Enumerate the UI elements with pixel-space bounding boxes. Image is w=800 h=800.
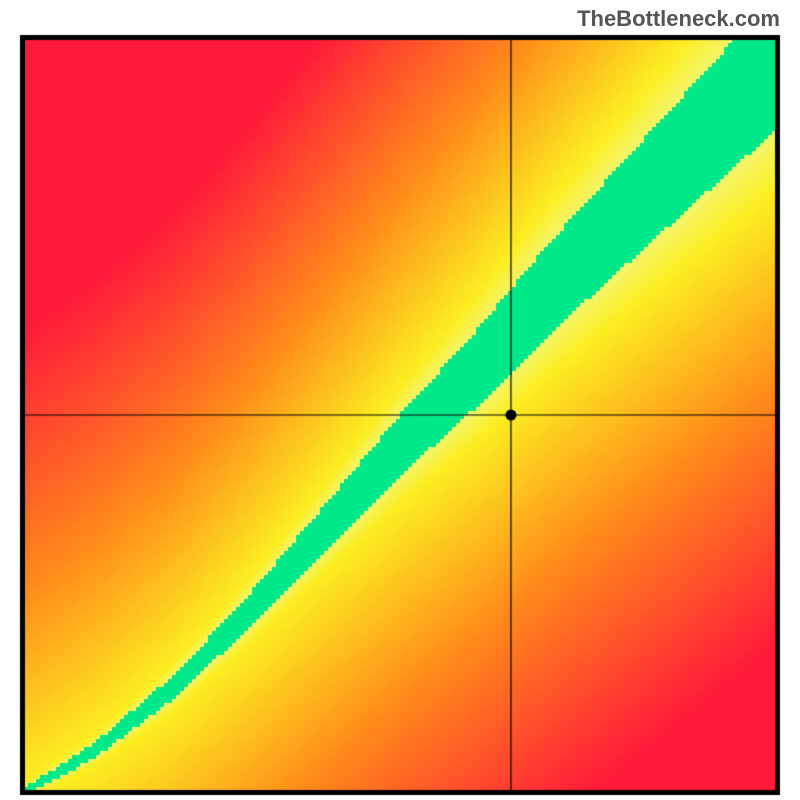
chart-container: TheBottleneck.com bbox=[0, 0, 800, 800]
heatmap-canvas bbox=[0, 0, 800, 800]
watermark-text: TheBottleneck.com bbox=[577, 6, 780, 32]
